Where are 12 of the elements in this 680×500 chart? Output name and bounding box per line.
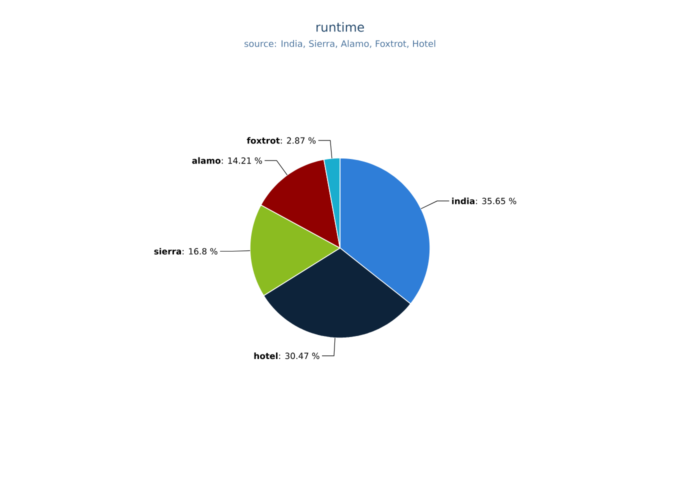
data-label: : 16.8 % — [182, 248, 218, 255]
slice-label: foxtrot — [246, 137, 280, 144]
slice-label: sierra — [154, 248, 182, 255]
data-label: : 35.65 % — [476, 198, 516, 204]
data-label: : 30.47 % — [279, 352, 320, 360]
chart-subtitle: source: India, Sierra, Alamo, Foxtrot, Hotel — [244, 40, 436, 48]
data-label: : 2.87 % — [280, 137, 316, 144]
data-label: : 14.21 % — [222, 157, 262, 164]
slice-label: hotel — [254, 352, 278, 360]
slice-label: india — [452, 198, 474, 204]
chart-title: runtime — [316, 22, 364, 32]
slice-label: alamo — [192, 157, 221, 164]
